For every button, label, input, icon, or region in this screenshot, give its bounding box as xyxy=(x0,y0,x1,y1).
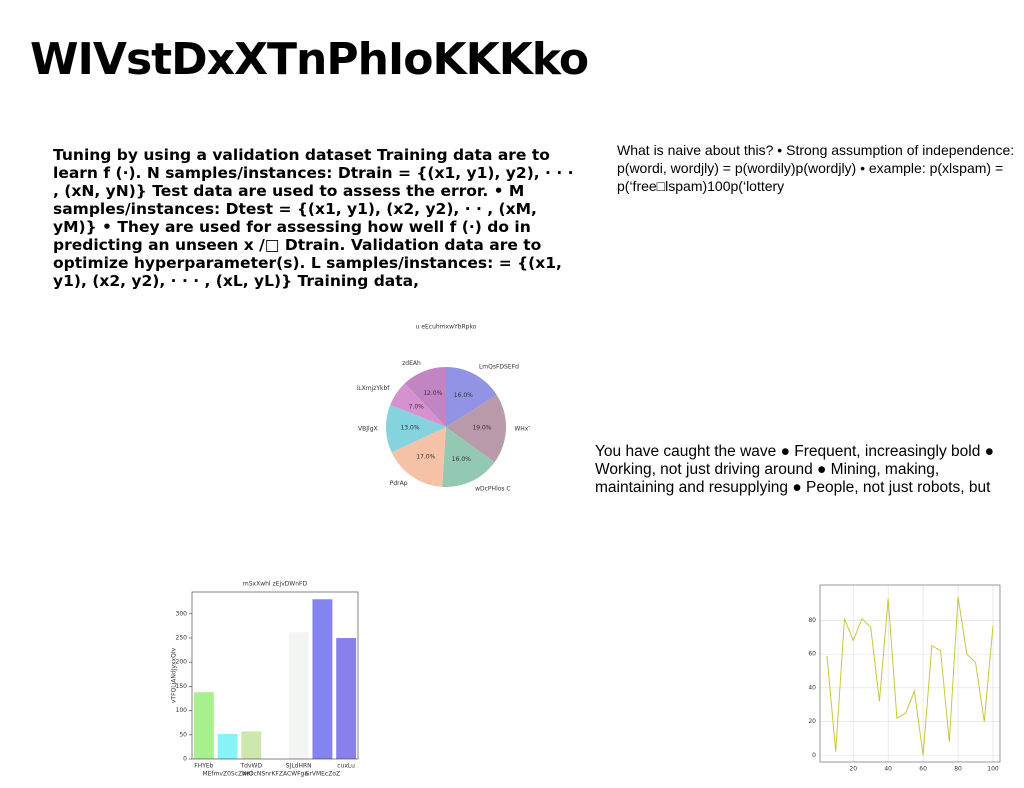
bar xyxy=(312,599,333,759)
slice-label: PdrAp xyxy=(390,480,408,487)
y-tick-label: 20 xyxy=(808,718,816,725)
bar xyxy=(217,733,238,759)
pie-chart: u eEcuhmxwYbRpko LmQsFDSEFd 16.0% WHxTyczkf… xyxy=(357,324,530,493)
page-title: WIVstDxXTnPhIoKKKko xyxy=(30,34,589,85)
line-series xyxy=(826,596,994,756)
y-tick-label: 200 xyxy=(176,659,188,666)
slice-label: LmQsFDSEFd xyxy=(479,364,519,371)
y-tick-label: 40 xyxy=(808,684,816,691)
slice-value-label: 12.0% xyxy=(423,390,442,397)
x-tick-label: 20 xyxy=(849,766,857,773)
y-tick-label: 150 xyxy=(176,683,188,690)
paragraph: Tuning by using a validation dataset Tra… xyxy=(53,146,574,290)
bar xyxy=(193,692,214,759)
bar xyxy=(288,632,309,759)
slice-label: zdEAh xyxy=(402,360,421,367)
x-tick-label: NrOcNSnrKFZACWFga xyxy=(242,771,308,778)
pie-slice xyxy=(446,394,506,463)
chart-title: mSxXwhl zEjvDWnFD xyxy=(243,581,308,588)
pie-slice xyxy=(404,367,446,427)
x-tick-label: TdvWD xyxy=(239,763,262,770)
slice-value-label: 19.0% xyxy=(472,425,491,432)
x-tick-label: 60 xyxy=(919,766,927,773)
y-tick-label: 250 xyxy=(176,634,188,641)
y-tick-label: 80 xyxy=(808,617,816,624)
x-tick-label: cuxLu xyxy=(337,763,355,770)
line-chart: 0 20 40 60 80 20 40 60 80 100 xyxy=(808,584,1001,773)
chart-title: u eEcuhmxwYbRpko xyxy=(416,324,477,331)
plot-frame xyxy=(191,591,359,760)
x-tick-label: SJLdHRN xyxy=(286,763,312,770)
slice-value-label: 7.0% xyxy=(409,403,425,410)
slice-value-label: 13.0% xyxy=(400,425,419,432)
bar xyxy=(241,731,262,759)
slice-value-label: 16.0% xyxy=(452,456,471,463)
y-tick-label: 300 xyxy=(176,610,188,617)
bar xyxy=(336,637,357,759)
slice-label: wDcPHlos C xyxy=(475,485,511,492)
slice-value-label: 16.0% xyxy=(454,392,473,399)
paragraph: What is naive about this? • Strong assum… xyxy=(617,142,1015,194)
bar-chart: mSxXwhl zEjvDWnFD vTFQLjANdJyxxQIv 0 50 100 1… xyxy=(171,581,359,778)
paragraph: You have caught the wave ● Frequent, inc… xyxy=(595,443,995,496)
slice-label: VBJlgX xyxy=(358,426,378,433)
y-tick-label: 100 xyxy=(176,707,188,714)
slice-label: iLXmjzYkbf xyxy=(357,385,391,392)
y-tick-label: 50 xyxy=(179,731,187,738)
pie-slice xyxy=(386,404,446,453)
pie-slice xyxy=(390,383,446,427)
pie-slice xyxy=(442,427,495,487)
plot-frame xyxy=(819,584,1001,763)
x-tick-label: 40 xyxy=(884,766,892,773)
x-tick-label: GrVMEcZoZ xyxy=(305,771,340,778)
slice-value-label: 17.0% xyxy=(416,453,435,460)
x-tick-label: FHYEb xyxy=(194,763,213,770)
pie-slice xyxy=(391,427,446,487)
y-tick-label: 0 xyxy=(812,752,816,759)
y-tick-label: 0 xyxy=(183,756,187,763)
y-tick-label: 60 xyxy=(808,651,816,658)
pie-slice xyxy=(446,367,497,427)
x-tick-label: 100 xyxy=(987,766,999,773)
y-axis-label: vTFQLjANdJyxxQIv xyxy=(171,647,178,703)
slice-label: WHxTyczkfj xyxy=(514,426,530,433)
x-tick-label: MEfmvZ0ScZwKl xyxy=(203,771,253,778)
x-tick-label: 80 xyxy=(954,766,962,773)
